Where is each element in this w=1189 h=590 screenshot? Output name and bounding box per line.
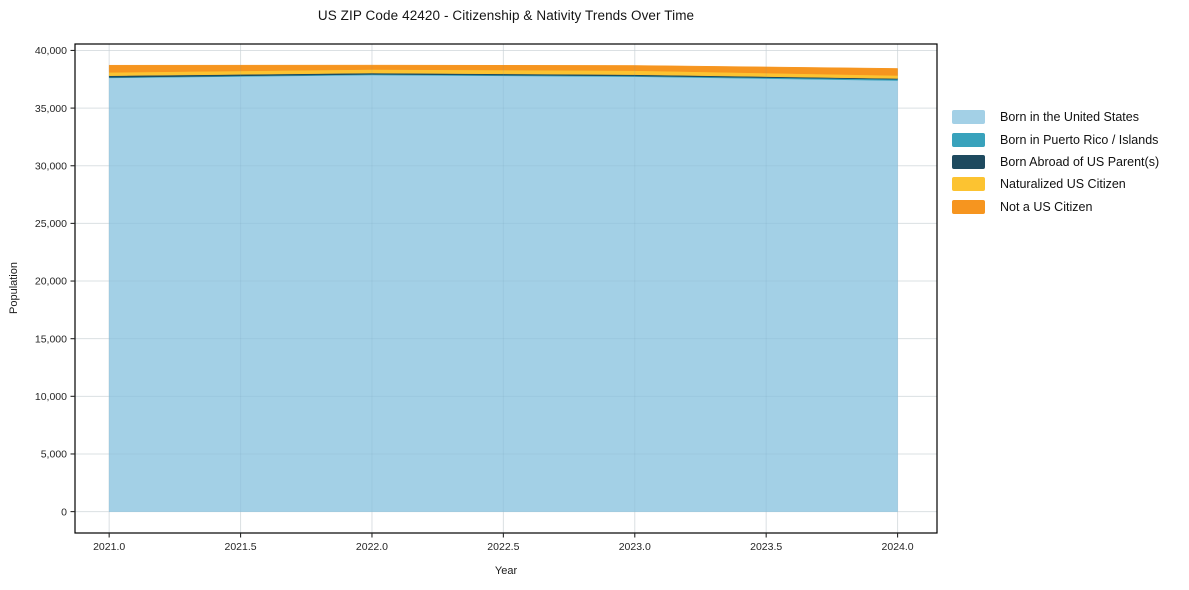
legend-item-label: Not a US Citizen	[1000, 199, 1093, 214]
legend-color-swatch	[952, 154, 985, 169]
legend-item-naturalized-us-citizen: Naturalized US Citizen	[952, 173, 1159, 195]
legend-item-born-in-puerto-rico-islands: Born in Puerto Rico / Islands	[952, 128, 1159, 150]
x-tick-label: 2021.5	[225, 541, 257, 553]
y-axis-label: Population	[8, 262, 20, 314]
legend-item-born-abroad-of-us-parent-s-: Born Abroad of US Parent(s)	[952, 151, 1159, 173]
y-tick-label: 40,000	[35, 45, 67, 57]
x-tick-label: 2024.0	[882, 541, 914, 553]
x-axis-label: Year	[494, 565, 518, 577]
tick-labels: 2021.0 2021.5 2022.0 2022.5 2023.0 2023.5 2024…	[35, 45, 914, 553]
y-tick-label: 35,000	[35, 103, 67, 115]
x-tick-label: 2022.5	[487, 541, 519, 553]
x-tick-label: 2023.5	[750, 541, 782, 553]
legend-item-label: Naturalized US Citizen	[1000, 177, 1126, 192]
legend-item-label: Born in the United States	[1000, 110, 1139, 125]
y-tick-label: 0	[61, 506, 67, 518]
legend-item-born-in-the-united-states: Born in the United States	[952, 106, 1159, 128]
stacked-area-series	[108, 64, 898, 512]
legend-color-swatch	[952, 199, 985, 214]
x-tick-label: 2022.0	[356, 541, 388, 553]
y-tick-label: 5,000	[41, 449, 67, 461]
legend-item-label: Born Abroad of US Parent(s)	[1000, 154, 1160, 169]
chart-legend: Born in the United States Born in Puerto …	[952, 106, 1159, 218]
y-tick-label: 20,000	[35, 276, 67, 288]
y-tick-label: 10,000	[35, 391, 67, 403]
plot-border	[74, 43, 938, 534]
area-not-a-us-citizen	[108, 64, 898, 76]
axis-ticks	[70, 49, 899, 538]
y-tick-label: 15,000	[35, 333, 67, 345]
chart-title: US ZIP Code 42420 - Citizenship & Nativi…	[317, 8, 695, 23]
legend-color-swatch	[952, 132, 985, 147]
x-tick-label: 2021.0	[93, 541, 125, 553]
y-tick-label: 25,000	[35, 218, 67, 230]
y-tick-label: 30,000	[35, 160, 67, 172]
gridline-overlay	[75, 44, 937, 533]
legend-color-swatch	[952, 177, 985, 192]
legend-item-not-a-us-citizen: Not a US Citizen	[952, 196, 1159, 218]
legend-item-label: Born in Puerto Rico / Islands	[1000, 132, 1159, 147]
x-tick-label: 2023.0	[619, 541, 651, 553]
legend-color-swatch	[952, 110, 985, 125]
